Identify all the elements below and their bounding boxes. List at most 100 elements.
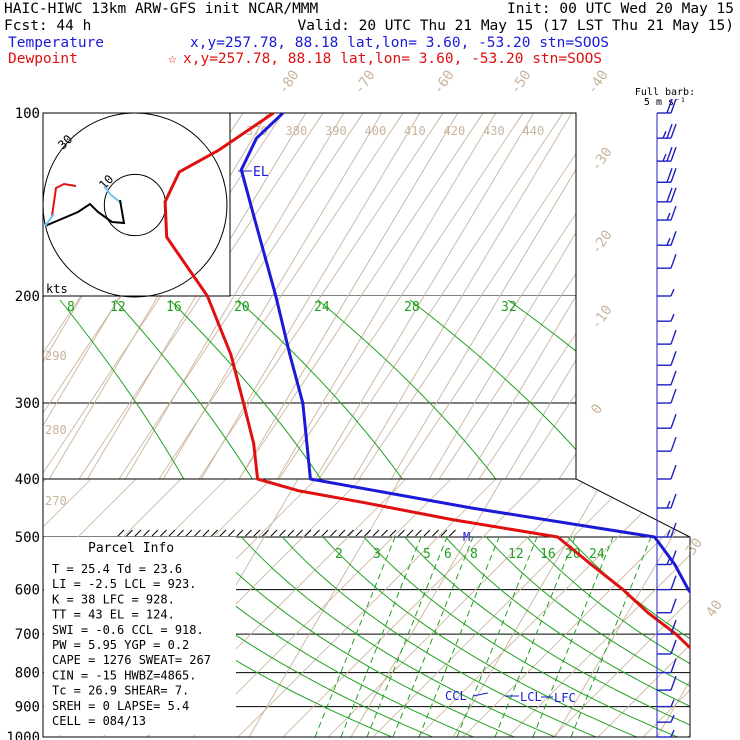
- mixing-ratio-line: [366, 536, 448, 737]
- wind-barb-half: [666, 557, 671, 565]
- wind-barb-half: [662, 153, 667, 162]
- mixing-ratio-label: 24: [314, 300, 330, 315]
- wind-barb-flag: [670, 550, 677, 565]
- dry-adiabat-line: [398, 296, 522, 479]
- isotherm-line: [157, 113, 269, 296]
- parcel-info-row: TT = 43 EL = 124.: [52, 608, 175, 622]
- mixing-ratio-label: 16: [540, 547, 556, 562]
- freezing-level-hatch: [321, 529, 329, 537]
- freezing-level-hatch: [449, 529, 456, 537]
- mixing-ratio-line: [392, 536, 474, 737]
- dewpoint-profile: [163, 113, 690, 737]
- dry-adiabat-line: [372, 479, 690, 737]
- parcel-info-row: CAPE = 1276 SWEAT= 267: [52, 653, 211, 667]
- wind-barb-flag: [670, 658, 677, 673]
- moist-adiabat-line: [281, 536, 596, 737]
- wind-barb-flag: [670, 464, 677, 480]
- barb-legend-title: Full barb:: [635, 87, 695, 98]
- freezing-level-hatch: [228, 529, 235, 537]
- dry-adiabat-line: [507, 479, 690, 737]
- temperature-profile: [239, 113, 690, 737]
- pressure-tick-label: 800: [15, 666, 40, 682]
- dry-adiabat-line: [597, 479, 690, 737]
- pressure-tick-label: 500: [15, 530, 40, 546]
- mixing-ratio-label: 32: [501, 300, 517, 315]
- moist-adiabat-line: [363, 536, 678, 737]
- wind-barb-flag: [670, 619, 677, 635]
- freezing-level-hatch: [262, 529, 269, 537]
- wind-barb-half: [666, 237, 671, 246]
- freezing-level-hatch: [415, 529, 422, 537]
- wind-barb-flag: [670, 413, 677, 429]
- mixing-ratio-label: 6: [444, 547, 452, 562]
- wind-barb-flag: [670, 146, 677, 162]
- dry-adiabat-label: 270: [45, 494, 67, 508]
- freezing-level-hatch: [177, 529, 184, 537]
- freezing-level-hatch: [355, 529, 363, 537]
- mixing-ratio-label: 3: [373, 547, 381, 562]
- wind-barb-flag: [670, 205, 677, 221]
- mixing-ratio-label: 5: [423, 547, 431, 562]
- mixing-ratio-line: [532, 536, 614, 737]
- mixing-ratio-label: 16: [166, 300, 182, 315]
- freezing-level-hatch: [423, 529, 431, 537]
- freezing-level-hatch: [168, 529, 176, 537]
- dry-adiabat-line: [278, 296, 402, 479]
- theta-label: 420: [444, 124, 466, 138]
- mixing-ratio-line: [169, 299, 322, 479]
- pressure-tick-label: 700: [15, 627, 40, 643]
- wind-barb-flag: [666, 98, 673, 114]
- mixing-ratio-label: 12: [508, 547, 524, 562]
- dry-adiabat-line: [198, 296, 322, 479]
- mixing-ratio-line: [570, 536, 652, 737]
- parcel-info-row: LI = -2.5 LCL = 923.: [52, 577, 197, 591]
- hodograph-ring-outer: [42, 112, 228, 298]
- theta-label: 410: [404, 124, 426, 138]
- dry-adiabat-line: [518, 392, 576, 479]
- hodograph-trace-low: [103, 185, 123, 205]
- mixing-ratio-line: [494, 536, 576, 737]
- wind-barb-flag: [670, 168, 677, 183]
- mixing-ratio-line: [340, 536, 422, 737]
- parcel-info-row: PW = 5.95 YGP = 0.2: [52, 638, 189, 652]
- isotherm-line: [656, 479, 690, 737]
- wind-barb-half: [670, 714, 675, 723]
- dry-adiabat-line: [200, 113, 324, 296]
- pressure-tick-label: 200: [15, 289, 40, 305]
- moist-adiabat-line: [322, 536, 637, 737]
- parcel-info-row: CELL = 084/13: [52, 714, 146, 728]
- legend-temperature: Temperature: [8, 35, 104, 51]
- freezing-level-hatch: [287, 529, 295, 537]
- theta-label: 430: [483, 124, 505, 138]
- parcel-info-row: SREH = 0 LAPSE= 5.4: [52, 699, 189, 713]
- wind-barb-flag: [670, 123, 677, 139]
- dry-adiabat-line: [400, 113, 524, 296]
- wind-barb-flag: [670, 522, 677, 538]
- mixing-ratio-line: [314, 536, 396, 737]
- wind-barb-flag: [670, 388, 677, 404]
- dry-adiabat-line: [318, 296, 442, 479]
- isotherm-line: [271, 113, 383, 296]
- freezing-level-hatch: [296, 529, 303, 537]
- isotherm-line: [428, 296, 539, 479]
- dry-adiabat-label: 290: [45, 349, 67, 363]
- isotherm-line: [43, 296, 83, 363]
- dry-adiabat-line: [192, 479, 690, 737]
- mixing-ratio-label: 20: [234, 300, 250, 315]
- dry-adiabat-label: 280: [45, 423, 67, 437]
- isotherm-line: [461, 113, 573, 296]
- wind-barb-flag: [670, 351, 677, 366]
- dry-adiabat-line: [158, 296, 282, 479]
- freezing-level-hatch: [160, 529, 167, 537]
- parcel-info-title: Parcel Info: [88, 541, 174, 556]
- freezing-level-hatch: [134, 529, 142, 537]
- temperature-location: x,y=257.78, 88.18 lat,lon= 3.60, -53.20 …: [190, 35, 609, 51]
- freezing-level-hatch: [330, 529, 337, 537]
- lcl-marker-label: LCL: [520, 690, 542, 704]
- theta-label: 400: [365, 124, 387, 138]
- mixing-ratio-line: [317, 299, 497, 479]
- moist-adiabat-line: [200, 536, 515, 737]
- isotherm-line: [504, 359, 576, 479]
- freezing-level-hatch: [432, 529, 439, 537]
